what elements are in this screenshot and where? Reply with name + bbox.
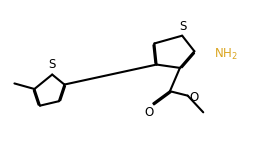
Text: S: S [49, 58, 56, 71]
Text: O: O [189, 91, 199, 104]
Text: S: S [179, 20, 186, 33]
Text: O: O [145, 106, 154, 119]
Text: NH$_2$: NH$_2$ [214, 47, 238, 62]
